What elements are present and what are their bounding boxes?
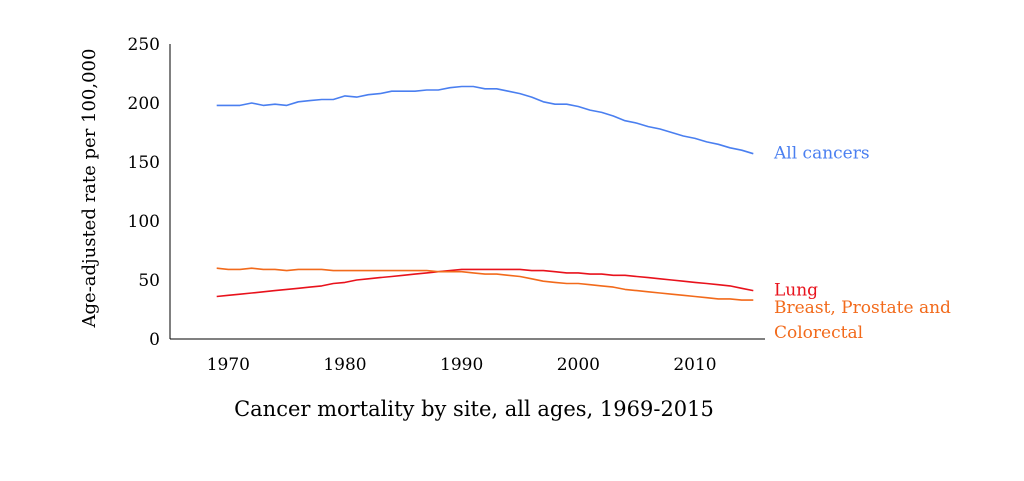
axes — [169, 44, 765, 340]
y-tick-label: 100 — [128, 212, 160, 232]
series-label: Breast, Prostate and Colorectal — [774, 298, 951, 343]
x-tick-label: 2000 — [557, 355, 600, 375]
series-label: Lung — [774, 281, 818, 301]
y-tick-label: 250 — [128, 35, 160, 55]
series-label: All cancers — [773, 144, 870, 164]
x-tick-label: 1980 — [323, 355, 366, 375]
x-tick-label: 1990 — [440, 355, 483, 375]
series-line — [216, 267, 754, 301]
y-tick-label: 200 — [128, 94, 160, 114]
x-tick-label: 2010 — [673, 355, 716, 375]
y-tick-label: 0 — [149, 330, 160, 350]
y-tick-label: 150 — [128, 153, 160, 173]
y-tick-labels: 0 50 100 150 200 250 — [128, 35, 160, 350]
chart-title: Cancer mortality by site, all ages, 1969… — [234, 397, 714, 421]
y-tick-label: 50 — [138, 271, 160, 291]
y-axis-title: Age-adjusted rate per 100,000 — [79, 49, 100, 329]
x-tick-labels: 1970 1980 1990 2000 2010 — [207, 355, 717, 375]
series-lines — [216, 85, 754, 301]
x-tick-label: 1970 — [207, 355, 250, 375]
series-line — [216, 85, 754, 155]
series-line — [216, 268, 754, 298]
